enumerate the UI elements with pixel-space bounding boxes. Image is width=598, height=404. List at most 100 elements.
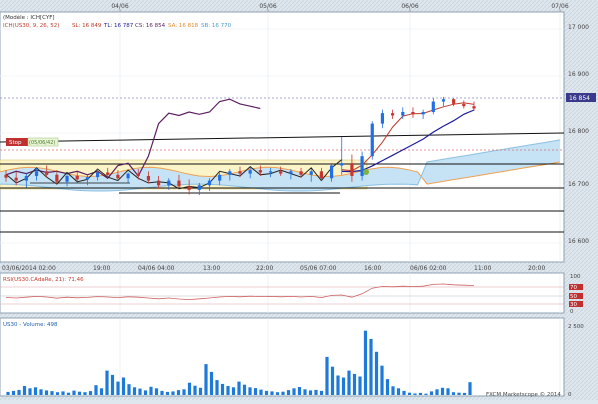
- volume-bar[interactable]: [33, 387, 38, 395]
- volume-bar[interactable]: [413, 393, 417, 396]
- volume-bar[interactable]: [237, 381, 241, 395]
- volume-bar[interactable]: [462, 392, 467, 395]
- volume-bar[interactable]: [468, 382, 472, 395]
- volume-bar[interactable]: [451, 392, 456, 395]
- rsi-panel[interactable]: [0, 272, 565, 314]
- volume-bar[interactable]: [28, 388, 32, 395]
- volume-bar[interactable]: [6, 391, 10, 395]
- volume-bar[interactable]: [352, 373, 357, 395]
- volume-bar[interactable]: [198, 387, 203, 395]
- candle[interactable]: [45, 171, 49, 175]
- candle[interactable]: [309, 171, 313, 175]
- candle[interactable]: [177, 180, 181, 187]
- volume-bar[interactable]: [253, 388, 258, 395]
- volume-bar[interactable]: [50, 391, 54, 395]
- candle[interactable]: [248, 170, 252, 174]
- candle[interactable]: [4, 174, 8, 178]
- volume-bar[interactable]: [116, 381, 120, 395]
- volume-bar[interactable]: [55, 392, 60, 395]
- candle[interactable]: [319, 171, 323, 179]
- volume-bar[interactable]: [275, 392, 280, 395]
- candlestick-series[interactable]: [4, 96, 476, 196]
- candle[interactable]: [350, 163, 354, 176]
- volume-bar[interactable]: [193, 385, 197, 395]
- volume-bar[interactable]: [99, 388, 104, 395]
- candle[interactable]: [14, 177, 18, 181]
- volume-bar[interactable]: [303, 389, 307, 395]
- volume-bar[interactable]: [347, 370, 351, 395]
- candle[interactable]: [411, 112, 415, 115]
- volume-bar[interactable]: [259, 389, 263, 395]
- candle[interactable]: [85, 177, 89, 180]
- volume-bar[interactable]: [429, 391, 434, 395]
- volume-bar[interactable]: [374, 351, 379, 395]
- volume-bar[interactable]: [77, 391, 82, 395]
- volume-bar[interactable]: [110, 374, 115, 395]
- volume-bar[interactable]: [182, 389, 186, 395]
- volume-bar[interactable]: [457, 392, 461, 395]
- candle[interactable]: [55, 174, 59, 182]
- candle[interactable]: [431, 101, 435, 112]
- volume-bar[interactable]: [132, 387, 137, 395]
- volume-bar[interactable]: [319, 390, 324, 395]
- candle[interactable]: [228, 171, 232, 175]
- volume-bar[interactable]: [176, 390, 181, 395]
- candle[interactable]: [452, 99, 456, 104]
- candle[interactable]: [75, 175, 79, 180]
- candle[interactable]: [207, 180, 212, 186]
- candle[interactable]: [65, 175, 69, 182]
- volume-bar[interactable]: [336, 375, 340, 396]
- volume-bar[interactable]: [143, 390, 148, 395]
- candle[interactable]: [116, 174, 120, 179]
- candle[interactable]: [289, 171, 293, 174]
- candle[interactable]: [299, 171, 303, 175]
- volume-bar[interactable]: [440, 387, 445, 395]
- volume-bar[interactable]: [330, 366, 335, 395]
- volume-bar[interactable]: [314, 389, 318, 395]
- candle[interactable]: [340, 163, 344, 166]
- volume-bar[interactable]: [292, 388, 296, 395]
- volume-bar[interactable]: [396, 388, 401, 395]
- volume-bar[interactable]: [418, 392, 423, 395]
- volume-bar[interactable]: [407, 392, 412, 395]
- candle[interactable]: [34, 171, 39, 176]
- volume-bar[interactable]: [44, 390, 49, 395]
- volume-bar[interactable]: [391, 386, 395, 395]
- volume-bar[interactable]: [231, 387, 236, 395]
- candle[interactable]: [106, 172, 110, 175]
- candle[interactable]: [360, 156, 364, 176]
- volume-bar[interactable]: [39, 389, 43, 395]
- candle[interactable]: [370, 123, 374, 157]
- volume-bar[interactable]: [248, 387, 252, 395]
- volume-bar[interactable]: [127, 384, 131, 395]
- candle[interactable]: [441, 99, 446, 102]
- stop-tag[interactable]: [6, 138, 28, 146]
- volume-bar[interactable]: [297, 387, 302, 395]
- volume-bar[interactable]: [380, 365, 384, 395]
- candle[interactable]: [24, 175, 28, 181]
- volume-bar[interactable]: [171, 391, 175, 395]
- candle[interactable]: [421, 112, 425, 115]
- volume-bar[interactable]: [402, 390, 406, 395]
- volume-bar[interactable]: [72, 390, 76, 395]
- volume-bar[interactable]: [286, 390, 291, 395]
- volume-bar[interactable]: [264, 390, 269, 395]
- volume-bar[interactable]: [215, 380, 219, 395]
- volume-bars[interactable]: [6, 330, 472, 396]
- volume-bar[interactable]: [121, 377, 126, 396]
- candle[interactable]: [472, 106, 476, 109]
- volume-bar[interactable]: [187, 382, 192, 395]
- volume-bar[interactable]: [325, 356, 329, 395]
- volume-bar[interactable]: [446, 388, 450, 395]
- volume-bar[interactable]: [66, 392, 71, 395]
- volume-bar[interactable]: [88, 391, 93, 395]
- volume-bar[interactable]: [154, 388, 159, 395]
- volume-bar[interactable]: [17, 389, 21, 395]
- volume-bar[interactable]: [149, 386, 153, 395]
- candle[interactable]: [218, 174, 222, 181]
- volume-panel[interactable]: [0, 317, 565, 397]
- candle[interactable]: [401, 112, 405, 116]
- candle[interactable]: [258, 170, 262, 173]
- volume-bar[interactable]: [11, 390, 16, 395]
